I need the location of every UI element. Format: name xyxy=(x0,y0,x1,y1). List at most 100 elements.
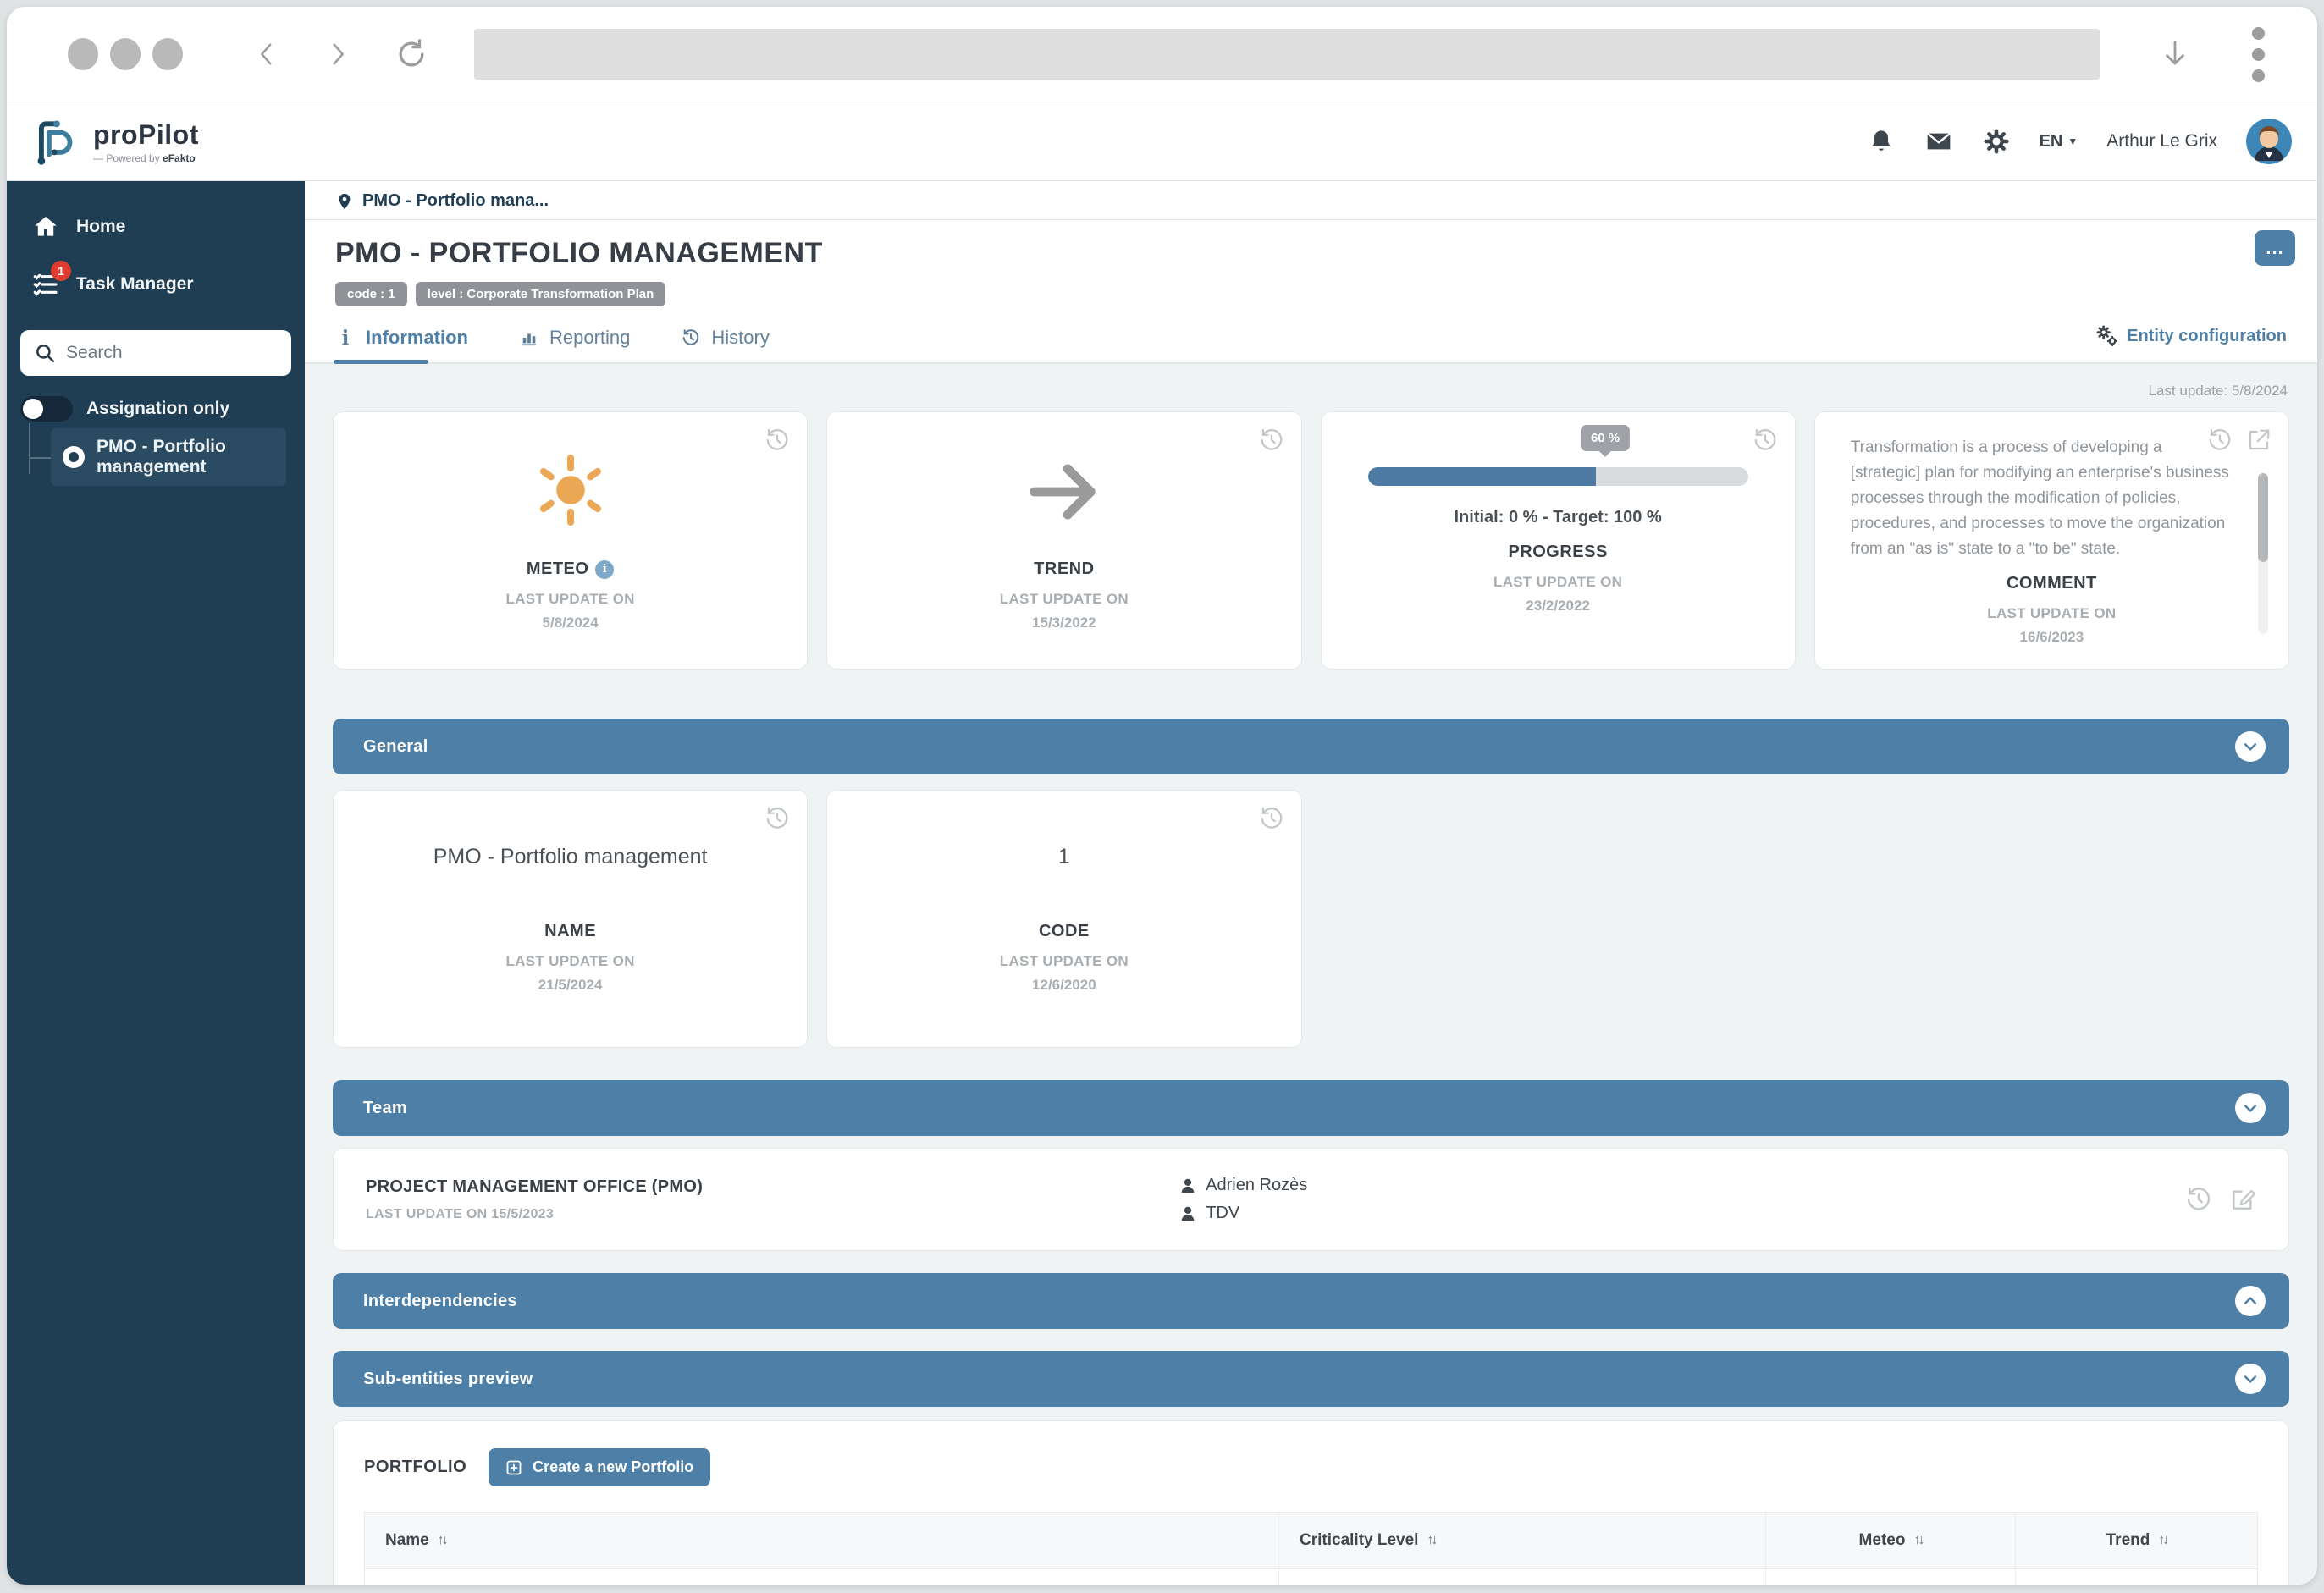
forward-button[interactable] xyxy=(318,35,357,74)
breadcrumb[interactable]: PMO - Portfolio mana... xyxy=(305,181,2317,220)
tree-item-pmo[interactable]: PMO - Portfolio management xyxy=(29,428,286,486)
settings-button[interactable] xyxy=(1982,127,2011,156)
entity-configuration-button[interactable]: Entity configuration xyxy=(2096,325,2287,362)
last-update-label: LAST UPDATE ON xyxy=(999,591,1129,607)
history-icon[interactable] xyxy=(1259,427,1284,453)
last-update-date: 15/3/2022 xyxy=(1032,615,1096,631)
chevron-down-icon xyxy=(2244,743,2257,751)
report-chart-icon xyxy=(519,328,539,348)
history-icon[interactable] xyxy=(765,427,790,453)
progress-tooltip: 60 % xyxy=(1580,424,1631,451)
name-card: PMO - Portfolio management NAME LAST UPD… xyxy=(333,790,809,1048)
progress-bar: 60 % xyxy=(1322,424,1795,486)
window-dot-icon[interactable] xyxy=(68,38,98,70)
entity-tree: PMO - Portfolio management xyxy=(29,423,305,486)
column-header-meteo[interactable]: Meteo ↑↓ xyxy=(1766,1513,2016,1568)
user-name[interactable]: Arthur Le Grix xyxy=(2106,131,2217,151)
back-button[interactable] xyxy=(247,35,286,74)
person-icon xyxy=(1181,1206,1195,1221)
collapse-general-button[interactable] xyxy=(2235,731,2266,762)
chevron-down-icon: ▼ xyxy=(2067,135,2078,147)
history-icon[interactable] xyxy=(2185,1186,2212,1213)
window-controls[interactable] xyxy=(68,38,183,70)
last-update-label: LAST UPDATE ON xyxy=(1493,573,1623,590)
sidebar-item-task-manager[interactable]: 1 Task Manager xyxy=(7,256,305,313)
home-icon xyxy=(32,213,59,240)
window-dot-icon[interactable] xyxy=(152,38,183,70)
history-icon[interactable] xyxy=(765,806,790,831)
column-header-criticality[interactable]: Criticality Level ↑↓ xyxy=(1279,1513,1766,1568)
browser-menu-button[interactable] xyxy=(2247,22,2270,87)
main-content: PMO - Portfolio mana... PMO - PORTFOLIO … xyxy=(305,181,2317,1585)
collapse-team-button[interactable] xyxy=(2235,1093,2266,1123)
card-title: COMMENT xyxy=(2006,574,2097,593)
search-input[interactable] xyxy=(66,343,278,363)
section-sub-entities[interactable]: Sub-entities preview xyxy=(333,1351,2289,1407)
notifications-button[interactable] xyxy=(1867,127,1896,156)
window-dot-icon[interactable] xyxy=(110,38,141,70)
level-badge: level : Corporate Transformation Plan xyxy=(415,282,666,306)
progress-range: Initial: 0 % - Target: 100 % xyxy=(1454,507,1662,526)
assignation-toggle-label: Assignation only xyxy=(86,399,230,418)
more-actions-button[interactable]: ... xyxy=(2255,230,2295,266)
assignation-toggle[interactable] xyxy=(20,396,73,422)
history-icon[interactable] xyxy=(1753,427,1778,453)
section-title: Sub-entities preview xyxy=(363,1369,533,1388)
gears-icon xyxy=(2096,325,2118,347)
column-header-trend[interactable]: Trend ↑↓ xyxy=(2106,1531,2170,1549)
task-count-badge: 1 xyxy=(51,261,71,281)
history-icon[interactable] xyxy=(2207,427,2233,453)
sidebar-item-label: Task Manager xyxy=(76,274,194,294)
tab-reporting[interactable]: Reporting xyxy=(519,327,630,362)
edit-icon[interactable] xyxy=(2229,1186,2256,1213)
team-members: Adrien Rozès TDV xyxy=(1179,1176,1307,1223)
sort-icon: ↑↓ xyxy=(437,1533,449,1547)
language-selector[interactable]: EN ▼ xyxy=(2039,131,2078,151)
external-link-icon[interactable] xyxy=(2246,427,2272,453)
section-title: Interdependencies xyxy=(363,1291,517,1310)
url-bar[interactable] xyxy=(474,29,2100,80)
chevron-left-icon xyxy=(261,43,272,65)
tab-history[interactable]: History xyxy=(681,327,770,362)
refresh-button[interactable] xyxy=(389,32,433,76)
app-logo[interactable]: proPilot — Powered by eFakto xyxy=(30,115,199,168)
section-interdependencies[interactable]: Interdependencies xyxy=(333,1273,2289,1329)
sidebar-search[interactable] xyxy=(20,330,291,376)
expand-interdependencies-button[interactable] xyxy=(2235,1286,2266,1316)
code-value: 1 xyxy=(1057,844,1070,868)
name-value: PMO - Portfolio management xyxy=(433,844,708,868)
table-header-row: Name ↑↓ Criticality Level ↑↓ Meteo ↑↓ Trend… xyxy=(365,1513,2257,1569)
app-header: proPilot — Powered by eFakto xyxy=(7,102,2317,181)
sort-icon: ↑↓ xyxy=(2158,1533,2169,1547)
history-icon xyxy=(681,328,701,348)
sort-icon: ↑↓ xyxy=(1913,1533,1924,1547)
chevron-up-icon xyxy=(2244,1297,2257,1304)
card-title: NAME xyxy=(544,921,597,940)
info-badge[interactable]: i xyxy=(595,559,615,579)
avatar[interactable] xyxy=(2246,119,2292,164)
collapse-sub-entities-button[interactable] xyxy=(2235,1364,2266,1394)
trend-card: TREND LAST UPDATE ON 15/3/2022 xyxy=(826,411,1302,670)
avatar-image xyxy=(2246,119,2292,164)
last-update-date: 23/2/2022 xyxy=(1526,597,1590,614)
section-title: General xyxy=(363,736,428,756)
team-last-update: LAST UPDATE ON 15/5/2023 xyxy=(366,1206,555,1221)
sidebar-item-home[interactable]: Home xyxy=(7,198,305,256)
tab-information[interactable]: i Information xyxy=(334,327,468,364)
section-title: Team xyxy=(363,1098,407,1117)
last-update-label: LAST UPDATE ON xyxy=(505,952,635,969)
history-icon[interactable] xyxy=(1259,806,1284,831)
column-header-name[interactable]: Name ↑↓ xyxy=(365,1513,1279,1568)
task-list-icon: 1 xyxy=(32,261,71,298)
person-icon xyxy=(1181,1178,1195,1193)
bell-icon xyxy=(1871,130,1891,151)
scrollbar-thumb[interactable] xyxy=(2258,473,2268,562)
section-team[interactable]: Team xyxy=(333,1080,2289,1136)
section-general[interactable]: General xyxy=(333,719,2289,774)
download-button[interactable] xyxy=(2154,30,2196,78)
code-card: 1 CODE LAST UPDATE ON 12/6/2020 xyxy=(826,790,1302,1048)
comment-text: Transformation is a process of developin… xyxy=(1850,438,2229,558)
card-title: METEO i xyxy=(527,559,615,579)
messages-button[interactable] xyxy=(1924,127,1953,156)
create-portfolio-button[interactable]: Create a new Portfolio xyxy=(489,1448,711,1486)
